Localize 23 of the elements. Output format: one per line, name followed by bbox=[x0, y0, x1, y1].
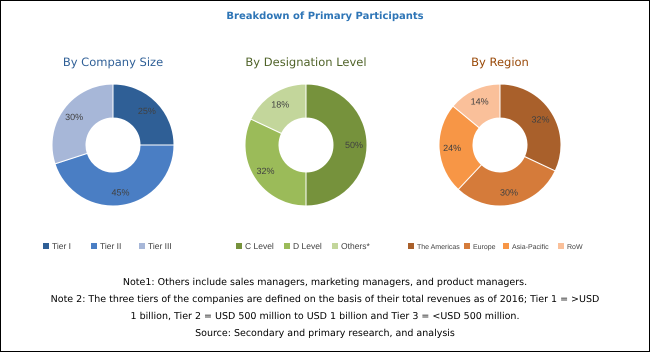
legend-label: C Level bbox=[245, 241, 274, 251]
data-label: 45% bbox=[112, 188, 130, 198]
data-label: 30% bbox=[65, 112, 84, 122]
data-label: 14% bbox=[470, 96, 489, 107]
data-label: 18% bbox=[271, 100, 290, 110]
data-label: 32% bbox=[256, 166, 274, 176]
legend-label: D Level bbox=[293, 241, 322, 251]
chart-title: By Region bbox=[471, 55, 529, 69]
legend-label: Tier I bbox=[52, 241, 72, 251]
legend-label: Tier III bbox=[148, 241, 172, 251]
legend-label: Others* bbox=[341, 241, 371, 251]
legend-label: Tier II bbox=[100, 241, 122, 251]
chart-title: By Designation Level bbox=[245, 55, 367, 69]
text: Note 2: The three tiers of the companies are defined on the basis of their total revenues as of 2016; Tier 1 = >USD 1 billion, Tier 2 = USD 500 million to USD 1 billion and Tier 3 = <USD 500 million. bbox=[50, 294, 600, 322]
data-label: 50% bbox=[344, 140, 364, 150]
text: Breakdown of Primary Participants bbox=[226, 11, 424, 22]
data-label: 30% bbox=[500, 187, 518, 198]
text: Note1: Others include sales managers, marketing managers, and product managers. bbox=[122, 277, 528, 288]
data-label: 24% bbox=[443, 143, 462, 154]
chart-title: By Company Size bbox=[62, 55, 164, 69]
data-label: 32% bbox=[532, 114, 550, 124]
source-note: Source: Secondary and primary research, and analysis bbox=[195, 328, 455, 339]
data-label: 25% bbox=[138, 106, 156, 116]
